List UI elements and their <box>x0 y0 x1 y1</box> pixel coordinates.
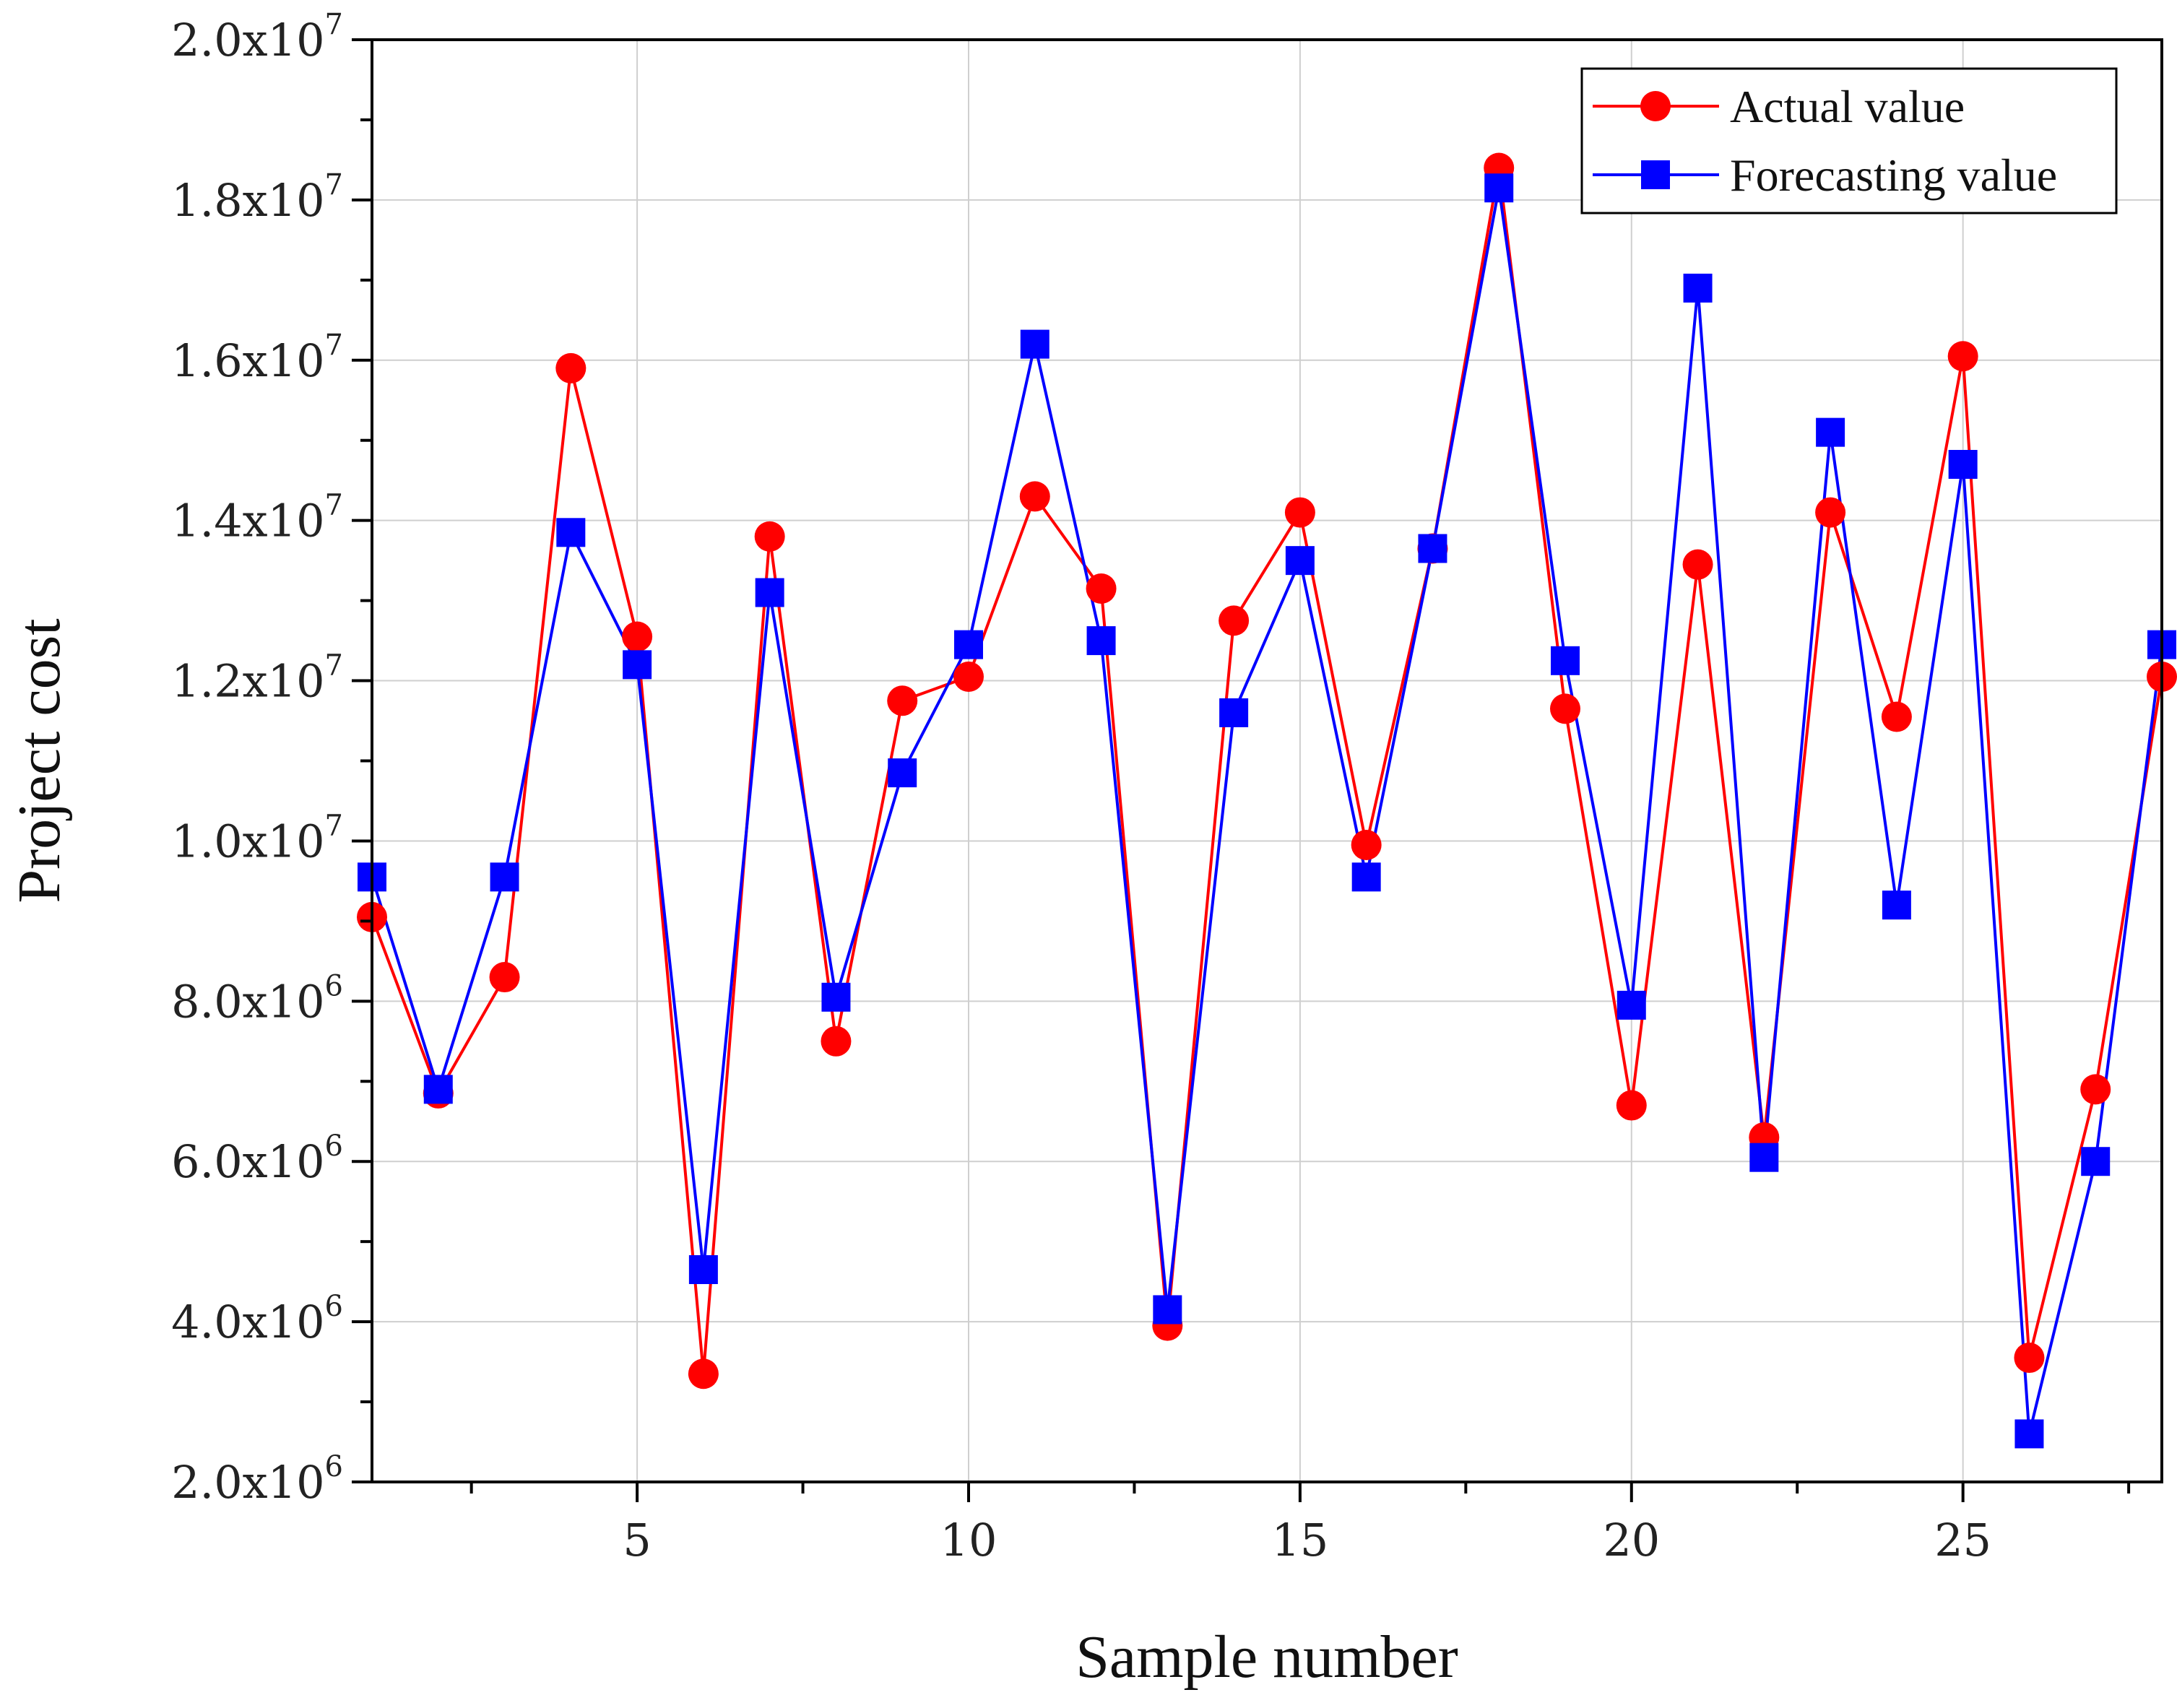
actual-point <box>887 685 918 716</box>
forecast-point <box>2081 1147 2111 1176</box>
forecast-point <box>2014 1419 2044 1449</box>
forecast-point <box>755 578 784 607</box>
y-tick-mantissa: 2.0x10 <box>171 1456 324 1509</box>
y-tick-mantissa: 4.0x10 <box>171 1296 324 1348</box>
y-tick-label: 1.4x107 <box>171 489 343 547</box>
actual-point <box>1351 829 1382 860</box>
y-tick-label: 8.0x106 <box>171 969 343 1028</box>
legend-label-forecast: Forecasting value <box>1730 149 2057 201</box>
y-tick-mantissa: 1.0x10 <box>171 815 324 867</box>
y-tick-mantissa: 1.6x10 <box>171 334 324 387</box>
y-tick-exponent: 7 <box>325 329 343 362</box>
y-tick-mantissa: 8.0x10 <box>171 975 324 1028</box>
actual-point <box>622 621 653 652</box>
y-tick-label: 1.8x107 <box>171 168 343 227</box>
x-tick-label: 20 <box>1603 1514 1660 1566</box>
y-tick-label: 4.0x106 <box>171 1290 343 1348</box>
y-tick-mantissa: 1.4x10 <box>171 495 324 547</box>
y-axis-title: Project cost <box>6 618 73 903</box>
x-axis-title: Sample number <box>1075 1624 1458 1691</box>
y-tick-mantissa: 1.2x10 <box>171 655 324 708</box>
y-tick-label: 2.0x107 <box>171 8 343 66</box>
forecast-point <box>490 862 519 892</box>
series-line-actual <box>371 166 2163 1376</box>
y-tick-label: 6.0x106 <box>171 1130 343 1188</box>
y-tick-exponent: 6 <box>325 1450 343 1483</box>
forecast-point <box>1616 990 1646 1020</box>
actual-point <box>821 1026 852 1057</box>
x-tick-label: 5 <box>623 1514 651 1566</box>
actual-point <box>2014 1343 2045 1374</box>
x-tick-label: 10 <box>940 1514 997 1566</box>
legend-label-actual: Actual value <box>1730 81 1965 132</box>
y-tick-mantissa: 1.8x10 <box>171 174 324 227</box>
y-tick-label: 1.0x107 <box>171 809 343 867</box>
y-tick-exponent: 7 <box>325 649 343 682</box>
forecast-point <box>1484 173 1514 203</box>
y-tick-exponent: 6 <box>325 969 343 1002</box>
legend-marker-forecast <box>1641 160 1670 189</box>
axes: 5 10 15 20 252.0x1064.0x1066.0x1068.0x1061.0… <box>171 8 2131 1566</box>
actual-point <box>1881 701 1912 732</box>
series-line-forecast <box>371 186 2163 1436</box>
legend-box <box>1580 67 2118 214</box>
actual-point <box>1947 341 1978 372</box>
forecast-point <box>556 518 586 547</box>
forecast-point <box>1020 329 1049 359</box>
actual-point <box>489 962 520 993</box>
actual-point <box>2080 1074 2111 1105</box>
actual-point <box>953 662 984 693</box>
actual-point <box>1284 497 1315 528</box>
actual-point <box>1550 693 1580 724</box>
actual-point <box>1815 497 1846 528</box>
forecast-point <box>1351 862 1381 892</box>
y-tick-label: 2.0x106 <box>171 1450 343 1509</box>
y-tick-label: 1.6x107 <box>171 329 343 387</box>
forecast-point <box>423 1075 453 1104</box>
actual-point <box>1219 605 1250 636</box>
forecast-point <box>1683 273 1713 303</box>
forecast-point <box>1418 534 1447 563</box>
y-tick-exponent: 6 <box>325 1130 343 1163</box>
y-tick-exponent: 7 <box>325 809 343 842</box>
y-tick-label: 1.2x107 <box>171 649 343 708</box>
forecast-point <box>1551 646 1580 675</box>
forecast-point <box>821 982 851 1012</box>
forecast-point <box>1816 417 1845 447</box>
forecast-point <box>954 630 983 659</box>
forecast-point <box>1948 450 1978 480</box>
actual-point <box>1086 573 1117 604</box>
actual-point <box>1682 549 1713 580</box>
actual-point <box>754 521 785 552</box>
forecast-point <box>888 758 917 788</box>
y-tick-mantissa: 6.0x10 <box>171 1135 324 1188</box>
forecast-point <box>1749 1143 1779 1172</box>
y-tick-exponent: 6 <box>325 1290 343 1323</box>
series-layer <box>357 152 2177 1449</box>
actual-point <box>555 352 587 383</box>
actual-point <box>688 1358 719 1390</box>
forecast-point <box>1219 698 1249 727</box>
legend-marker-actual <box>1640 91 1671 121</box>
x-tick-label: 15 <box>1271 1514 1328 1566</box>
x-tick-label: 25 <box>1934 1514 1991 1566</box>
forecast-point <box>1153 1295 1182 1325</box>
actual-point <box>1616 1090 1647 1121</box>
legend: Actual value Forecasting value <box>1580 67 2118 214</box>
forecast-point <box>1882 890 1911 920</box>
forecast-point <box>1086 626 1116 656</box>
forecast-point <box>1285 546 1315 576</box>
forecast-point <box>623 650 652 680</box>
y-tick-exponent: 7 <box>325 8 343 41</box>
y-tick-exponent: 7 <box>325 168 343 201</box>
forecast-point <box>688 1254 718 1284</box>
y-tick-mantissa: 2.0x10 <box>171 14 324 66</box>
y-tick-exponent: 7 <box>325 489 343 522</box>
actual-point <box>1019 481 1050 512</box>
